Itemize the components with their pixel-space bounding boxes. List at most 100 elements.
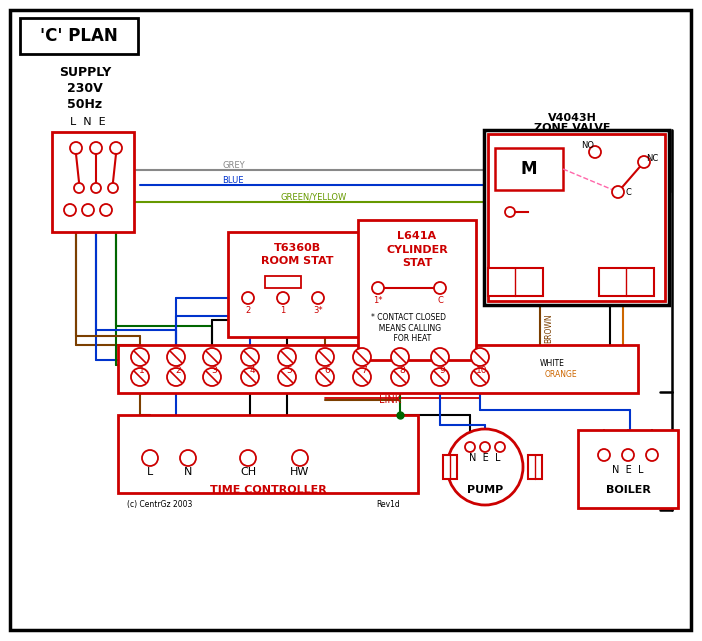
Circle shape — [241, 348, 259, 366]
Circle shape — [242, 292, 254, 304]
Text: * CONTACT CLOSED
  MEANS CALLING
    FOR HEAT: * CONTACT CLOSED MEANS CALLING FOR HEAT — [371, 313, 446, 343]
Circle shape — [142, 450, 158, 466]
Text: 3*: 3* — [313, 306, 323, 315]
Text: SUPPLY: SUPPLY — [59, 65, 111, 78]
Circle shape — [622, 449, 634, 461]
Text: N  E  L: N E L — [469, 453, 501, 463]
Circle shape — [278, 368, 296, 386]
Circle shape — [131, 368, 149, 386]
Circle shape — [241, 368, 259, 386]
Circle shape — [598, 449, 610, 461]
Circle shape — [108, 183, 118, 193]
Circle shape — [638, 156, 650, 168]
Text: BLUE: BLUE — [222, 176, 244, 185]
Text: WHITE: WHITE — [540, 358, 565, 367]
Text: ROOM STAT: ROOM STAT — [260, 256, 333, 266]
Text: 1: 1 — [280, 306, 286, 315]
Text: 3: 3 — [211, 365, 217, 374]
Circle shape — [292, 450, 308, 466]
Text: BOILER: BOILER — [606, 485, 651, 495]
Text: M: M — [521, 160, 537, 178]
Circle shape — [447, 429, 523, 505]
Bar — [265, 276, 301, 288]
Circle shape — [372, 282, 384, 294]
Text: TIME CONTROLLER: TIME CONTROLLER — [210, 485, 326, 495]
Circle shape — [316, 348, 334, 366]
Text: 10: 10 — [476, 365, 488, 374]
Text: 8: 8 — [399, 365, 405, 374]
Text: L  N  E: L N E — [70, 117, 106, 127]
Circle shape — [90, 142, 102, 154]
Circle shape — [240, 450, 256, 466]
Text: L: L — [147, 467, 153, 477]
Text: NC: NC — [646, 153, 658, 163]
Circle shape — [203, 368, 221, 386]
Text: BROWN: BROWN — [544, 313, 553, 343]
Text: 230V: 230V — [67, 81, 103, 94]
Text: (c) CentrGz 2003: (c) CentrGz 2003 — [127, 499, 192, 508]
Text: PUMP: PUMP — [467, 485, 503, 495]
Circle shape — [505, 207, 515, 217]
Circle shape — [100, 204, 112, 216]
Text: CH: CH — [240, 467, 256, 477]
Text: ORANGE: ORANGE — [545, 369, 578, 378]
Bar — [228, 232, 366, 337]
Circle shape — [434, 282, 446, 294]
Circle shape — [64, 204, 76, 216]
Circle shape — [167, 348, 185, 366]
Circle shape — [471, 348, 489, 366]
Bar — [52, 132, 134, 232]
Circle shape — [91, 183, 101, 193]
Bar — [484, 130, 669, 305]
Circle shape — [203, 348, 221, 366]
Circle shape — [74, 183, 84, 193]
Text: 'C' PLAN: 'C' PLAN — [40, 27, 118, 45]
Text: ZONE VALVE: ZONE VALVE — [534, 123, 610, 133]
Text: 1: 1 — [139, 365, 145, 374]
Circle shape — [612, 186, 624, 198]
Bar — [443, 455, 457, 479]
Bar — [495, 148, 563, 190]
Circle shape — [391, 348, 409, 366]
Bar — [118, 345, 638, 393]
Circle shape — [110, 142, 122, 154]
Text: N: N — [184, 467, 192, 477]
Text: 4: 4 — [249, 365, 255, 374]
Circle shape — [180, 450, 196, 466]
Text: LINK: LINK — [379, 395, 401, 405]
Circle shape — [167, 368, 185, 386]
Bar — [358, 220, 476, 360]
Circle shape — [316, 368, 334, 386]
Circle shape — [391, 368, 409, 386]
Bar — [20, 18, 138, 54]
Bar — [488, 134, 665, 301]
Circle shape — [278, 348, 296, 366]
Text: 5: 5 — [286, 365, 292, 374]
Circle shape — [495, 442, 505, 452]
Text: Rev1d: Rev1d — [376, 499, 400, 508]
Text: 9: 9 — [439, 365, 445, 374]
Text: C: C — [437, 296, 443, 304]
Bar — [528, 455, 542, 479]
Bar — [118, 415, 418, 493]
Circle shape — [131, 348, 149, 366]
Text: V4043H: V4043H — [548, 113, 597, 123]
Circle shape — [353, 368, 371, 386]
Text: 1*: 1* — [373, 296, 383, 304]
Text: 50Hz: 50Hz — [67, 97, 102, 110]
Circle shape — [431, 348, 449, 366]
Text: STAT: STAT — [402, 258, 432, 268]
Circle shape — [82, 204, 94, 216]
Text: 2: 2 — [176, 365, 181, 374]
Text: CYLINDER: CYLINDER — [386, 245, 448, 255]
Circle shape — [431, 368, 449, 386]
Text: T6360B: T6360B — [274, 243, 321, 253]
Text: C: C — [625, 188, 631, 197]
Circle shape — [312, 292, 324, 304]
Text: NO: NO — [581, 140, 595, 149]
Text: L641A: L641A — [397, 231, 437, 241]
Circle shape — [589, 146, 601, 158]
Circle shape — [70, 142, 82, 154]
Text: 7: 7 — [361, 365, 367, 374]
Bar — [599, 268, 654, 296]
